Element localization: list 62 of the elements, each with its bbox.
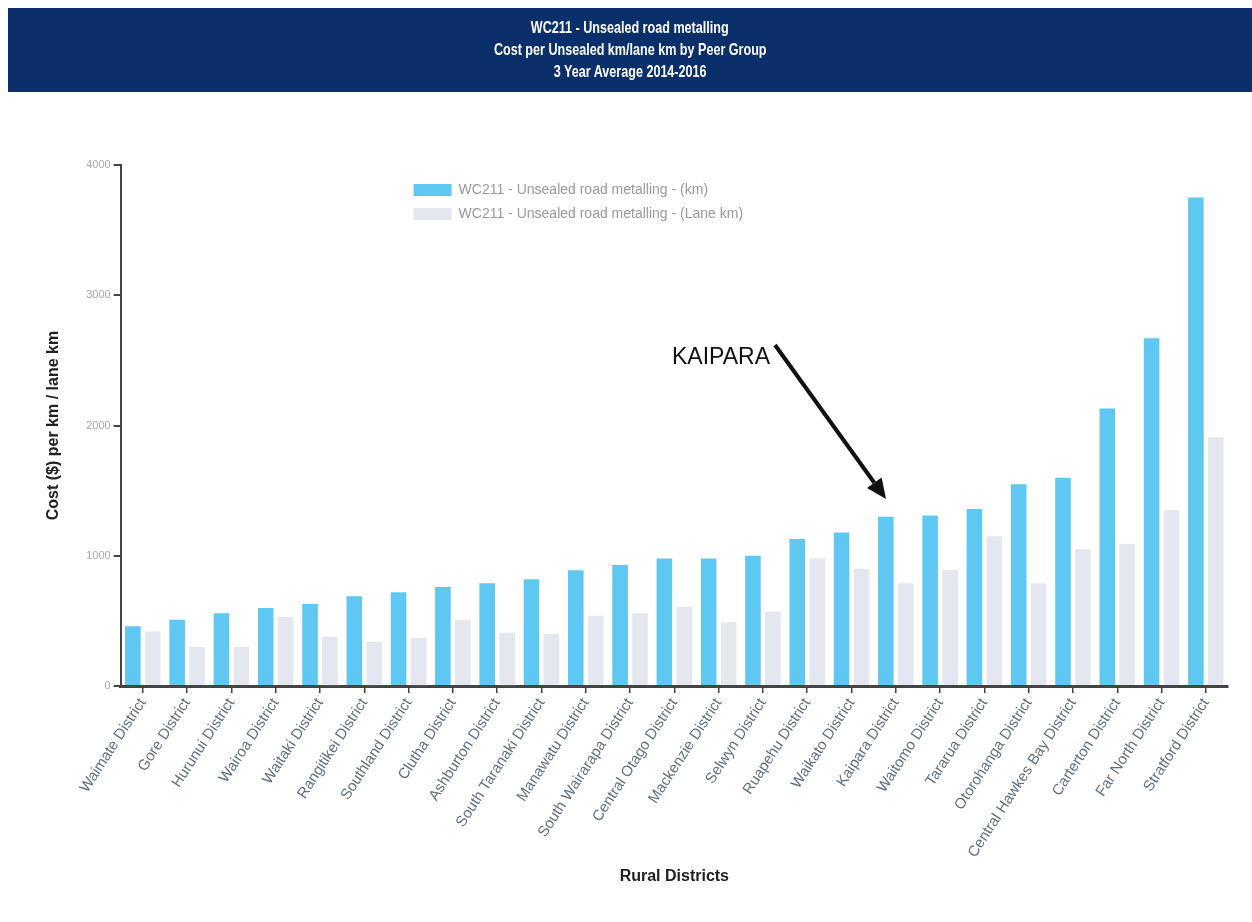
bar [1010,484,1027,686]
bar [745,555,761,686]
legend-label: WC211 - Unsealed road metalling - (km) [458,180,709,197]
bar [390,592,407,686]
bar [1143,338,1160,686]
bar [809,558,825,686]
y-tick-label: 2000 [86,418,111,431]
bar [233,647,250,686]
chart-subtitle: Cost per Unsealed km/lane km by Peer Group 3 Year Average 2014-2016 [493,39,767,83]
bar [169,619,185,686]
bar [277,617,294,686]
y-tick-label: 4000 [86,158,111,171]
bar [1188,197,1204,686]
bar [587,615,604,686]
bar [543,633,560,686]
bar [966,508,983,686]
annotation: KAIPARA [672,343,771,369]
bar [720,622,737,686]
bar [676,606,693,686]
bar [1163,510,1180,686]
bar [257,607,274,686]
bar [765,611,781,686]
bar [833,532,850,686]
bar [986,536,1003,686]
legend-label: WC211 - Unsealed road metalling - (Lane km) [458,204,744,221]
bar [479,583,495,686]
bar [455,619,471,686]
bar [853,568,870,686]
bar [656,558,673,686]
bar [612,564,628,686]
bar [1030,583,1047,686]
bar [789,538,806,686]
bar [435,587,451,686]
y-tick-label: 0 [104,679,111,692]
bar [632,613,648,686]
bar [523,579,540,686]
bar [499,632,515,686]
bar [346,596,363,686]
chart-title: WC211 - Unsealed road metalling [531,17,729,39]
bar [125,626,141,686]
y-tick-label: 1000 [86,548,111,561]
bar [942,570,958,686]
bar [1055,477,1071,686]
bar [568,570,584,686]
x-axis-title: Rural Districts [619,866,730,884]
bar [366,641,383,686]
y-tick-label: 3000 [86,288,111,301]
y-axis-title: Cost ($) per km / lane km [44,330,62,521]
bar [189,647,205,686]
bar [1099,408,1116,686]
bar [213,613,230,686]
bar [1075,549,1091,686]
bar [302,604,318,686]
bar [922,515,938,686]
bar [410,637,427,686]
bar [897,583,914,686]
bar [322,636,338,686]
bar [1208,437,1224,686]
bar [1119,544,1136,686]
bar [878,516,894,686]
bar [145,631,161,686]
bar [700,558,717,686]
